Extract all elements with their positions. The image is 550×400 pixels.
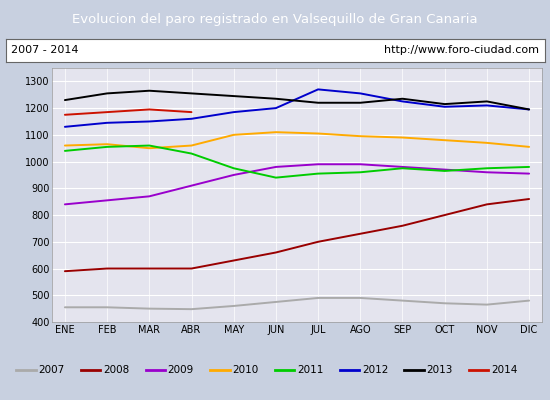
Text: Evolucion del paro registrado en Valsequillo de Gran Canaria: Evolucion del paro registrado en Valsequ… [72,12,478,26]
Text: 2014: 2014 [491,365,518,375]
Text: 2010: 2010 [233,365,258,375]
Text: 2008: 2008 [103,365,129,375]
Text: 2011: 2011 [297,365,323,375]
Text: 2007 - 2014: 2007 - 2014 [11,45,79,55]
Text: 2013: 2013 [426,365,453,375]
Text: http://www.foro-ciudad.com: http://www.foro-ciudad.com [384,45,539,55]
Text: 2012: 2012 [362,365,388,375]
Text: 2007: 2007 [39,365,65,375]
Text: 2009: 2009 [168,365,194,375]
